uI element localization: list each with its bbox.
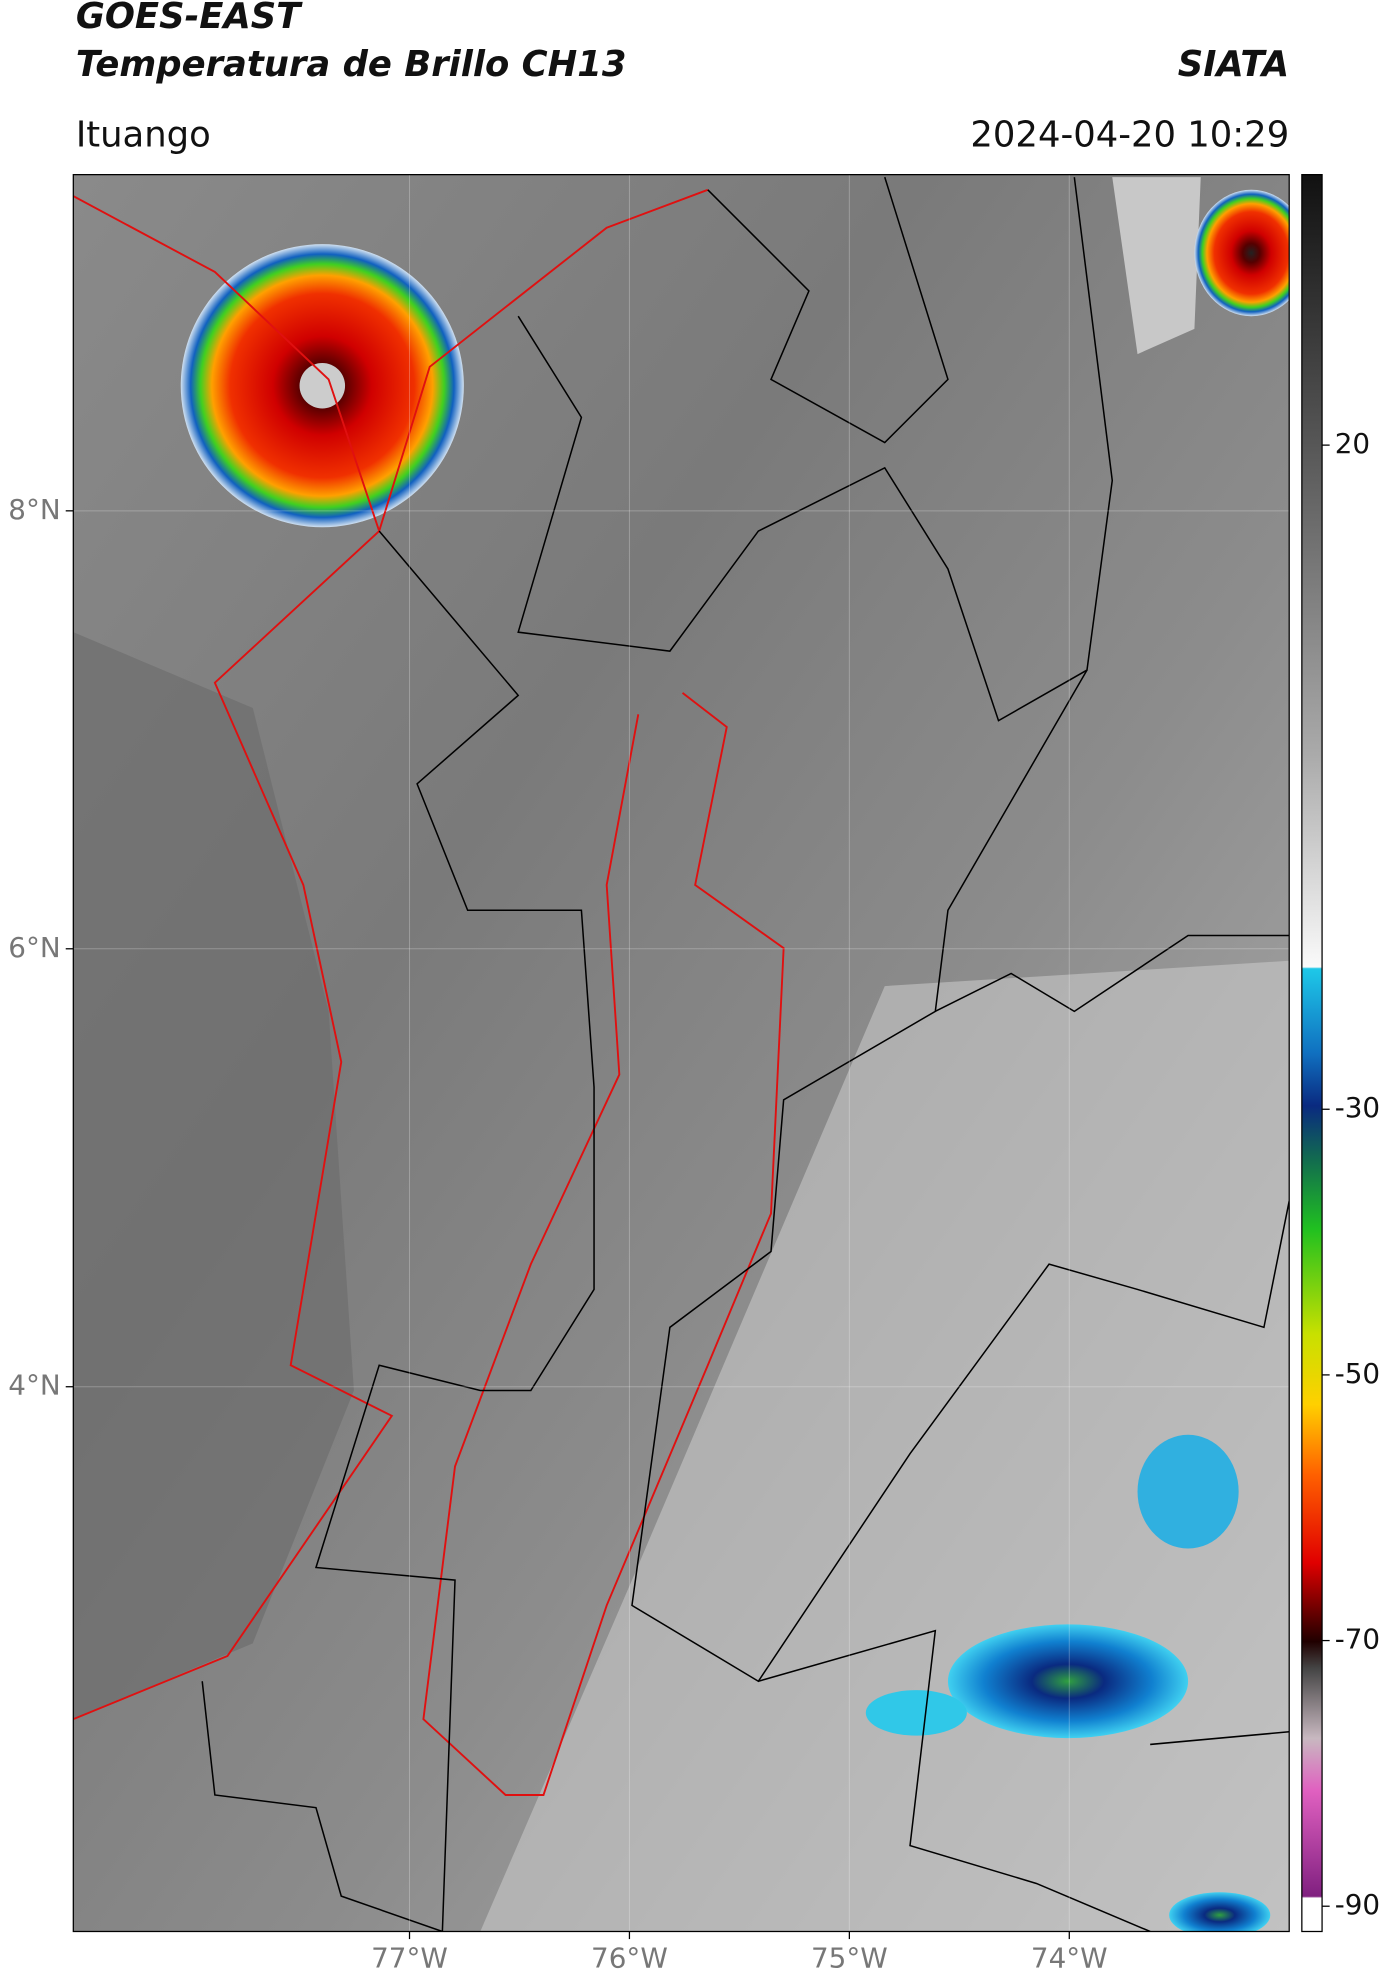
admin-border [314, 530, 595, 1932]
colorbar-tick-label: 20 [1335, 427, 1370, 460]
cold-cloud [1137, 1434, 1239, 1549]
lon-tick-label: 75°W [811, 1941, 888, 1974]
colorbar-tick-label: -70 [1335, 1623, 1380, 1656]
colorbar-tick-label: -50 [1335, 1357, 1380, 1390]
cold-cloud [1169, 1892, 1271, 1932]
lat-tick-label: 4°N [8, 1369, 60, 1402]
lon-tick-label: 76°W [591, 1941, 668, 1974]
cold-cloud [947, 1624, 1189, 1739]
brand: SIATA [1178, 44, 1289, 85]
lon-tick-label: 74°W [1031, 1941, 1108, 1974]
border [378, 188, 709, 532]
coastline [73, 195, 394, 1721]
admin-border [201, 1681, 443, 1932]
lat-tick-label: 8°N [8, 493, 60, 526]
admin-border [707, 176, 949, 444]
region-border [422, 692, 785, 1796]
cold-cloud [865, 1690, 967, 1736]
subtitle: Temperatura de Brillo CH13 [76, 44, 627, 85]
graticule [73, 174, 1290, 1932]
admin-border [934, 934, 1290, 1013]
cloud [1112, 177, 1201, 355]
admin-border [758, 1629, 1151, 1932]
map-image [73, 174, 1290, 1932]
location: Ituango [76, 115, 211, 156]
storm-cell [1194, 189, 1290, 317]
admin-border [517, 177, 1114, 722]
lon-tick-label: 77°W [371, 1941, 448, 1974]
title: GOES-EAST [76, 0, 303, 37]
axes: 8°N 6°N 4°N 77°W 76°W 75°W 74°W 20 -30 -50 -70 -90 [8, 427, 1380, 1974]
colorbar-tick-label: -90 [1335, 1888, 1380, 1921]
datetime: 2024-04-20 10:29 [970, 115, 1289, 156]
colorbar-tick-label: -30 [1335, 1091, 1380, 1124]
colorbar [1301, 174, 1323, 1933]
admin-border [1150, 1731, 1290, 1746]
storm-core [299, 362, 346, 409]
map-frame [72, 174, 1290, 1933]
ocean [73, 632, 354, 1720]
lat-tick-label: 6°N [8, 931, 60, 964]
